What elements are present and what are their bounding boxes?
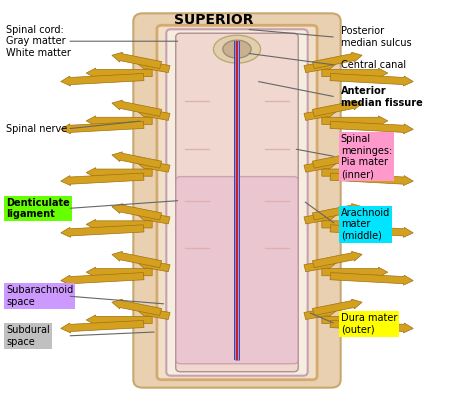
FancyArrow shape <box>86 219 152 229</box>
Bar <box>234 41 235 360</box>
Ellipse shape <box>213 35 261 63</box>
Text: Arachnoid
mater
(middle): Arachnoid mater (middle) <box>341 208 390 241</box>
FancyArrow shape <box>304 212 337 224</box>
FancyArrow shape <box>137 259 170 272</box>
FancyArrow shape <box>322 168 388 178</box>
FancyArrow shape <box>61 173 144 186</box>
FancyArrow shape <box>330 273 413 285</box>
FancyArrow shape <box>312 152 362 168</box>
FancyArrow shape <box>61 273 144 285</box>
FancyArrow shape <box>330 173 413 186</box>
FancyArrow shape <box>304 307 337 320</box>
FancyArrow shape <box>304 60 337 73</box>
FancyArrow shape <box>112 251 162 268</box>
FancyBboxPatch shape <box>176 33 298 372</box>
Bar <box>235 41 239 360</box>
FancyArrow shape <box>112 204 162 220</box>
FancyArrow shape <box>137 307 170 320</box>
Bar <box>239 41 240 360</box>
Text: Posterior
median sulcus: Posterior median sulcus <box>341 26 411 48</box>
FancyArrow shape <box>86 315 152 325</box>
FancyArrow shape <box>112 100 162 116</box>
FancyArrow shape <box>312 52 362 69</box>
Text: Denticulate
ligament: Denticulate ligament <box>6 198 70 219</box>
FancyArrow shape <box>312 100 362 116</box>
FancyArrow shape <box>137 108 170 120</box>
FancyArrow shape <box>61 73 144 86</box>
FancyArrow shape <box>137 160 170 172</box>
FancyArrow shape <box>304 108 337 120</box>
FancyArrow shape <box>112 52 162 69</box>
FancyArrow shape <box>312 251 362 268</box>
FancyArrow shape <box>61 320 144 333</box>
FancyArrow shape <box>137 212 170 224</box>
Text: SUPERIOR: SUPERIOR <box>173 13 253 27</box>
FancyArrow shape <box>304 160 337 172</box>
FancyArrow shape <box>322 116 388 126</box>
FancyArrow shape <box>86 68 152 78</box>
FancyArrow shape <box>304 259 337 272</box>
FancyArrow shape <box>86 116 152 126</box>
FancyArrow shape <box>322 68 388 78</box>
FancyBboxPatch shape <box>166 29 308 376</box>
FancyArrow shape <box>86 168 152 178</box>
Text: Subarachnoid
space: Subarachnoid space <box>6 285 73 307</box>
FancyArrow shape <box>312 204 362 220</box>
FancyArrow shape <box>61 121 144 134</box>
FancyArrow shape <box>330 320 413 333</box>
Ellipse shape <box>223 40 251 58</box>
Text: Spinal cord:
Gray matter
White matter: Spinal cord: Gray matter White matter <box>6 24 71 58</box>
FancyArrow shape <box>330 73 413 86</box>
FancyArrow shape <box>61 225 144 237</box>
FancyBboxPatch shape <box>133 13 341 388</box>
Text: Subdural
space: Subdural space <box>6 325 50 347</box>
Text: Anterior
median fissure: Anterior median fissure <box>341 86 422 108</box>
FancyArrow shape <box>312 299 362 316</box>
Bar <box>236 41 238 360</box>
FancyArrow shape <box>322 315 388 325</box>
FancyArrow shape <box>86 267 152 277</box>
Text: Dura mater
(outer): Dura mater (outer) <box>341 313 397 335</box>
FancyArrow shape <box>322 267 388 277</box>
FancyArrow shape <box>112 152 162 168</box>
Text: Spinal
meninges:
Pia mater
(inner): Spinal meninges: Pia mater (inner) <box>341 134 392 179</box>
FancyArrow shape <box>137 60 170 73</box>
Text: Central canal: Central canal <box>341 60 406 70</box>
FancyBboxPatch shape <box>176 176 298 364</box>
FancyBboxPatch shape <box>157 25 317 380</box>
Text: Spinal nerve: Spinal nerve <box>6 124 67 134</box>
FancyArrow shape <box>330 121 413 134</box>
FancyArrow shape <box>112 299 162 316</box>
FancyArrow shape <box>330 225 413 237</box>
FancyArrow shape <box>322 219 388 229</box>
